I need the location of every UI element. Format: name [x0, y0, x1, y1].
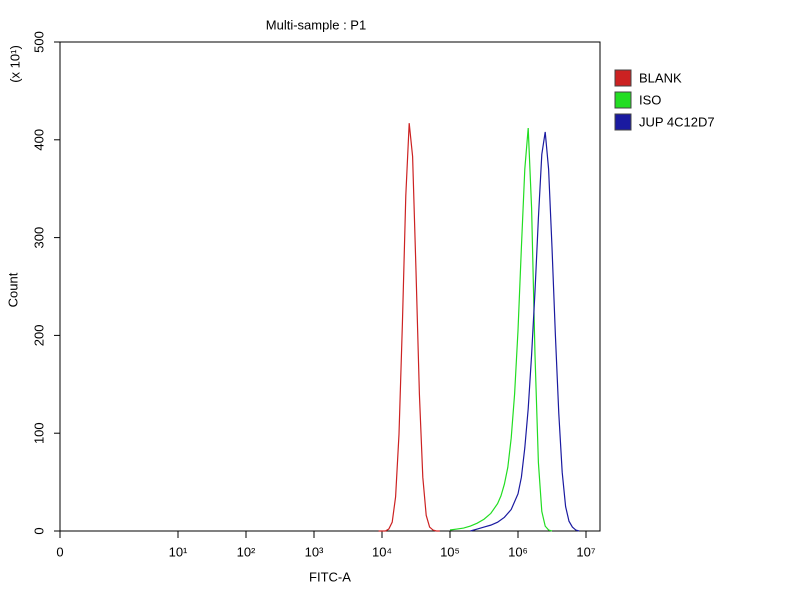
x-axis-label: FITC-A	[309, 569, 351, 584]
legend-swatch	[614, 69, 632, 87]
x-tick-label: 10³	[305, 544, 324, 559]
histogram-line	[470, 131, 580, 532]
histogram-line	[449, 128, 553, 532]
x-tick-label: 10¹	[169, 544, 188, 559]
y-tick-label: 400	[31, 129, 46, 151]
y-multiplier: (x 10¹)	[7, 45, 22, 83]
y-tick-label: 100	[31, 422, 46, 444]
x-tick-label: 10²	[237, 544, 256, 559]
y-tick-label: 300	[31, 227, 46, 249]
y-tick-label: 500	[31, 31, 46, 53]
legend-label: BLANK	[639, 70, 682, 85]
legend-label: ISO	[639, 92, 661, 107]
histogram-line	[378, 123, 440, 532]
legend-label: JUP 4C12D7	[639, 114, 715, 129]
x-tick-label: 10⁶	[508, 544, 528, 559]
x-tick-label: 10⁷	[576, 544, 595, 559]
chart-title: Multi-sample : P1	[266, 17, 366, 32]
legend-swatch	[614, 113, 632, 131]
x-tick-label: 10⁴	[372, 544, 392, 559]
y-tick-label: 200	[31, 325, 46, 347]
legend-swatch	[614, 91, 632, 109]
y-axis-label: Count	[5, 272, 20, 307]
x-tick-label: 10⁵	[440, 544, 460, 559]
x-tick-label: 0	[56, 544, 63, 559]
plot-frame	[59, 41, 601, 532]
y-tick-label: 0	[31, 527, 46, 534]
